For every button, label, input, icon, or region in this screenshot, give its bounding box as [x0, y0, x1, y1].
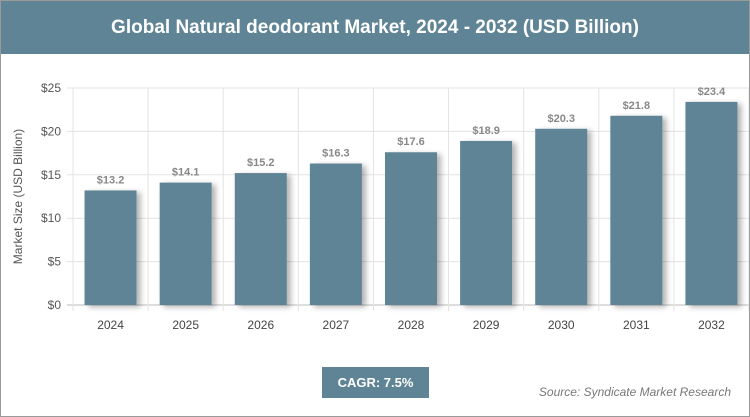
- bar-2030: [535, 128, 588, 305]
- y-axis-label: Market Size (USD Billion): [11, 129, 25, 264]
- bar-2025: [159, 182, 212, 305]
- y-tick-label: $5: [48, 255, 62, 269]
- bar-2024: [84, 190, 137, 305]
- y-tick-label: $25: [41, 81, 61, 95]
- bar-2027: [309, 163, 362, 305]
- bar-2028: [385, 152, 437, 305]
- bar-2029: [460, 140, 513, 305]
- x-tick-label: 2029: [473, 318, 500, 332]
- x-tick-label: 2032: [698, 318, 725, 332]
- chart-title: Global Natural deodorant Market, 2024 - …: [1, 1, 749, 54]
- bar-2032: [685, 101, 738, 305]
- bar-chart: $0 $5 $10 $15 $20 $25 $13.2 2024 $14.1 2025 $15.2 2…: [11, 81, 749, 332]
- data-label: $16.3: [322, 148, 350, 160]
- data-label: $15.2: [247, 157, 275, 169]
- x-tick-label: 2025: [172, 318, 199, 332]
- y-tick-label: $15: [41, 168, 61, 182]
- source-note: Source: Syndicate Market Research: [538, 385, 731, 399]
- data-label: $21.8: [623, 100, 651, 112]
- x-tick-label: 2027: [323, 318, 350, 332]
- cagr-badge: CAGR: 7.5%: [322, 367, 429, 398]
- y-tick-label: $0: [48, 298, 62, 312]
- data-label: $18.9: [472, 125, 500, 137]
- x-tick-label: 2030: [548, 318, 575, 332]
- data-label: $20.3: [547, 113, 575, 125]
- data-label: $14.1: [172, 167, 200, 179]
- x-tick-label: 2028: [398, 318, 425, 332]
- x-tick-label: 2031: [623, 318, 650, 332]
- bar-2026: [234, 173, 287, 305]
- y-tick-label: $20: [41, 124, 61, 138]
- data-label: $17.6: [397, 136, 425, 148]
- data-label: $13.2: [97, 174, 125, 186]
- data-label: $23.4: [698, 86, 726, 98]
- bar-2031: [610, 115, 663, 305]
- y-tick-label: $10: [41, 211, 61, 225]
- x-tick-label: 2026: [247, 318, 274, 332]
- x-tick-label: 2024: [97, 318, 124, 332]
